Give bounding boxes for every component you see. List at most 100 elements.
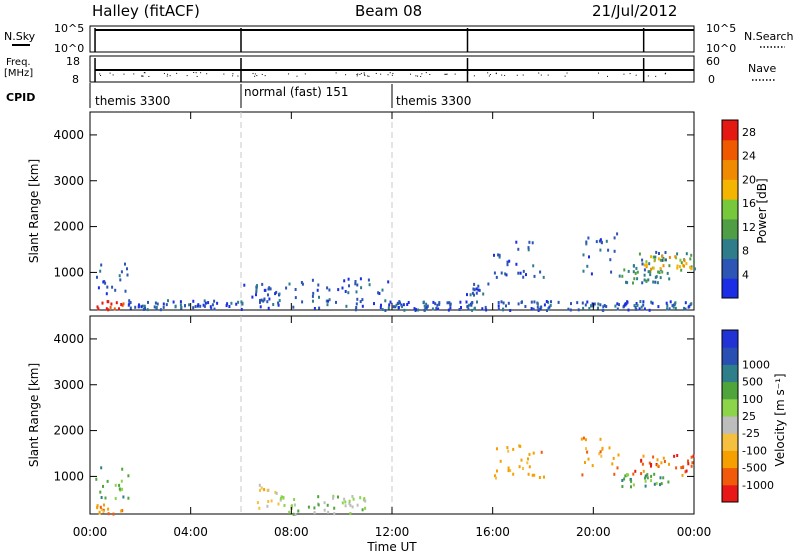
power-point [326,286,329,290]
power-point [597,306,599,310]
power-colorbar-swatch [722,218,738,240]
power-point [325,299,328,303]
velocity-point [538,476,541,479]
nave-point [421,73,423,75]
velocity-point [528,465,531,469]
power-point [259,305,262,309]
velocity-colorbar-tick: -500 [742,462,767,475]
power-point [268,286,271,290]
power-point [497,301,500,304]
power-point [446,301,449,305]
nave-point [389,72,391,74]
power-point [497,307,500,311]
power-point [581,301,584,305]
power-point [584,303,587,307]
power-point [260,298,263,302]
velocity-point [282,496,285,499]
power-point [381,308,384,311]
power-point [180,305,183,309]
velocity-point [327,510,330,514]
velocity-point [283,504,286,507]
nave-point [345,74,347,76]
power-point [645,279,648,283]
power-point [664,258,667,262]
power-point [243,283,246,287]
velocity-point [288,510,291,514]
power-point [500,300,503,304]
power-point [635,307,638,311]
power-point [557,300,560,304]
power-point [101,301,104,305]
power-colorbar-swatch [722,199,738,220]
power-point [387,306,390,310]
power-point [402,303,405,307]
power-point [172,300,175,304]
velocity-point [118,487,121,491]
power-point [536,305,539,309]
nave-point [254,75,256,77]
power-point [118,307,120,311]
power-point [642,300,645,304]
velocity-point [348,501,351,505]
velocity-point [585,447,587,451]
power-point [184,304,186,308]
power-point [435,306,438,310]
power-point [570,302,572,306]
velocity-colorbar-swatch [722,467,738,486]
power-point [294,288,297,291]
power-point [111,285,114,289]
power-point [689,257,692,261]
velocity-point [543,475,545,479]
velocity-point [642,469,645,473]
velocity-point [612,456,615,460]
velocity-point [267,500,270,503]
velocity-point [601,446,604,450]
velocity-point [104,496,107,500]
power-colorbar-tick: 16 [742,197,756,210]
power-point [174,304,177,308]
velocity-colorbar-swatch [722,450,738,469]
freq-tick-top: 18 [66,55,80,68]
power-point [154,301,157,305]
x-tick-label: 16:00 [475,525,510,539]
power-point [593,302,596,306]
power-point [97,286,100,290]
power-point [406,303,409,306]
nave-label: Nave [748,62,776,75]
velocity-point [114,483,117,487]
power-point [312,299,314,303]
nave-point [655,75,657,77]
power-point [582,253,585,257]
nave-point [629,73,631,75]
velocity-point [632,472,635,476]
power-point [378,292,381,295]
power-point [343,279,346,283]
velocity-point [99,490,102,494]
velocity-ylabel: Slant Range [km] [27,363,41,467]
velocity-point [667,480,670,484]
power-point [627,308,630,312]
power-point [636,303,639,307]
power-point [318,306,321,310]
power-point [669,300,672,304]
velocity-point [275,491,278,495]
velocity-point [587,457,590,461]
nave-point [142,75,144,77]
power-point [654,280,657,284]
velocity-point [100,466,103,470]
x-axis-label: Time UT [366,540,417,554]
power-point [607,248,610,252]
power-point [384,299,387,303]
power-point [105,307,108,311]
nave-point [109,72,111,74]
power-point [356,283,359,287]
power-point [447,308,450,312]
power-panel-frame [89,111,695,311]
velocity-point [531,473,534,477]
power-point [438,301,441,305]
power-point [690,253,693,257]
velocity-point [608,446,611,450]
nave-point [446,73,448,75]
power-point [633,304,636,308]
velocity-point [512,447,515,451]
